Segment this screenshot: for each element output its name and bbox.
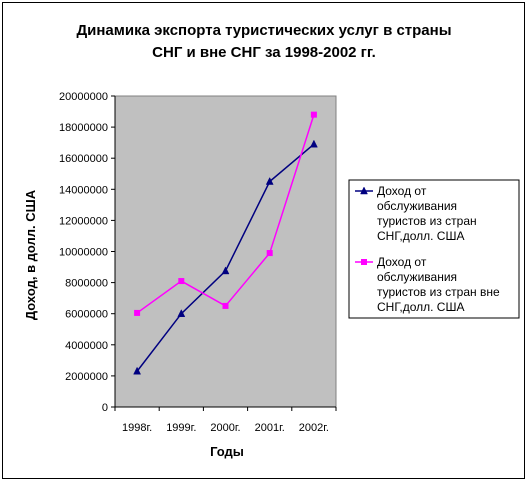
y-tick-label: 18000000	[59, 122, 108, 134]
y-tick-label: 10000000	[59, 247, 108, 259]
y-axis-title: Доход, в долл. США	[23, 189, 38, 320]
legend-label: Доход от обслуживания туристов из стран СНГ…	[377, 184, 477, 243]
series-layer	[133, 111, 318, 375]
y-axis: 0 2000000 4000000 6000000 8000000 10000000 120…	[59, 91, 116, 414]
legend-swatch-marker	[361, 259, 367, 265]
chart-title-line-2: СНГ и вне СНГ за 1998-2002 гг.	[152, 44, 376, 61]
legend-item-2: Доход от обслуживания туристов из стран вн…	[355, 255, 500, 314]
y-tick-label: 12000000	[59, 215, 108, 227]
data-point	[222, 302, 229, 309]
data-point	[134, 309, 141, 316]
data-point	[221, 266, 230, 275]
x-tick-label: 2000г.	[210, 422, 240, 434]
legend-swatch-marker	[360, 186, 368, 195]
legend-box	[348, 179, 520, 319]
x-axis-title: Годы	[210, 444, 244, 459]
data-point	[310, 111, 317, 118]
y-tick-label: 6000000	[65, 309, 108, 321]
data-point	[177, 309, 186, 317]
y-tick-label: 20000000	[59, 91, 108, 103]
x-tick-label: 1999г.	[166, 422, 196, 434]
y-tick-label: 14000000	[59, 184, 108, 196]
legend-item-1: Доход от обслуживания туристов из стран СНГ…	[355, 184, 477, 243]
y-tick-label: 0	[102, 402, 108, 414]
y-tick-label: 8000000	[65, 278, 108, 290]
data-point	[265, 176, 274, 185]
x-tick-label: 2001г.	[255, 422, 285, 434]
y-tick-label: 2000000	[65, 371, 108, 383]
plot-area	[114, 95, 337, 408]
data-point	[178, 278, 185, 285]
y-tick-label: 16000000	[59, 153, 108, 165]
series-1	[133, 139, 318, 375]
legend: Доход от обслуживания туристов из стран СНГ…	[348, 179, 520, 319]
data-point	[266, 250, 273, 257]
data-point	[133, 366, 142, 375]
x-tick-label: 1998г.	[122, 422, 152, 434]
x-tick-label: 2002г.	[299, 422, 329, 434]
data-point	[309, 139, 318, 148]
chart-title-line-1: Динамика экспорта туристических услуг в …	[76, 22, 451, 39]
y-tick-label: 4000000	[65, 340, 108, 352]
series-2	[134, 111, 317, 316]
legend-label: Доход от обслуживания туристов из стран вн…	[377, 255, 500, 314]
x-axis: 1998г. 1999г. 2000г. 2001г. 2002г.	[114, 406, 337, 434]
